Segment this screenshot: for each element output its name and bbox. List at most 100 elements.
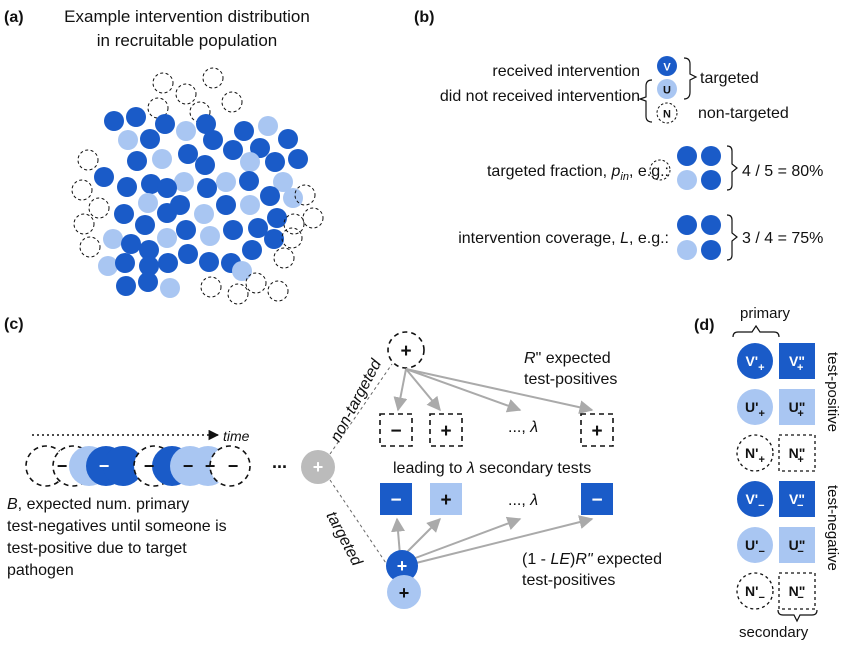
not-received-intervention-label: did not received intervention (440, 88, 640, 105)
population-dot-received-59 (264, 229, 284, 249)
panel-c: (c) time − − − − − − ... B, expected num… (4, 316, 662, 609)
sec-nt-plus-box (429, 413, 463, 447)
d-u-minus-box-text: U"− (789, 537, 806, 558)
population-dot-not-received-77 (232, 261, 252, 281)
seq-minus-3: − (144, 456, 155, 476)
population-dot-not-received-12 (258, 116, 278, 136)
targeted-fraction-brace (726, 145, 738, 191)
population-dot-non-targeted-80 (267, 280, 289, 302)
d-n-plus-box (778, 434, 816, 472)
population-dot-not-received-39 (138, 193, 158, 213)
lower-lambda: ..., λ (508, 492, 538, 509)
gray-positive-circle (301, 450, 335, 484)
seq-circle-10 (209, 445, 251, 487)
population-dot-non-targeted-4 (221, 91, 243, 113)
population-dot-received-70 (199, 252, 219, 272)
targeted-fraction-text: targeted fraction, pin, e.g.: (487, 163, 669, 183)
d-v-minus-box (779, 481, 815, 517)
targeted-label: targeted (700, 70, 759, 87)
panel-a: (a) Example intervention distribution in… (4, 7, 324, 305)
population-dot-non-targeted-55 (302, 207, 324, 229)
population-dot-not-received-32 (273, 172, 293, 192)
d-u-plus-box (779, 389, 815, 425)
sec-t-minus-box-2 (581, 483, 613, 515)
non-targeted-primary-plus: + (400, 341, 411, 362)
d-n-plus-circle (736, 434, 774, 472)
targeted-fraction-result: 4 / 5 = 80% (742, 163, 823, 180)
targeted-brace (683, 57, 698, 100)
population-dot-received-73 (116, 276, 136, 296)
population-dot-non-targeted-49 (283, 213, 305, 235)
population-dot-non-targeted-19 (77, 149, 99, 171)
population-dot-received-61 (121, 234, 141, 254)
coverage-v-circle-1 (677, 215, 697, 235)
population-dot-received-8 (155, 114, 175, 134)
example-v-circle-1 (677, 146, 697, 166)
population-dot-received-64 (242, 240, 262, 260)
population-dot-non-targeted-0 (152, 72, 174, 94)
d-n-minus-box (778, 572, 816, 610)
panel-b-label: (b) (414, 9, 434, 26)
example-v-circle-2 (701, 146, 721, 166)
population-dot-received-15 (203, 130, 223, 150)
b-description-line4: pathogen (7, 562, 74, 579)
population-dot-received-53 (223, 220, 243, 240)
b-description-line2: test-negatives until someone is (7, 518, 227, 535)
sec-nt-plus-2: + (591, 421, 602, 442)
seq-minus-5: − (205, 456, 216, 476)
b-description-line3: test-positive due to target (7, 540, 187, 557)
non-targeted-label: non-targeted (698, 105, 789, 122)
population-dot-received-68 (139, 256, 159, 276)
population-dot-not-received-29 (174, 172, 194, 192)
le-expected-line2: test-positives (522, 572, 615, 589)
population-dot-received-22 (178, 144, 198, 164)
arrow-down-4 (411, 515, 594, 565)
arrow-up-4 (405, 368, 594, 415)
sec-nt-plus-box-2 (580, 413, 614, 447)
population-dot-non-targeted-72 (273, 247, 295, 269)
panel-b: (b) received intervention did not receiv… (414, 9, 823, 261)
population-dot-non-targeted-5 (189, 101, 211, 123)
leading-to-label: leading to λ secondary tests (393, 460, 591, 477)
population-dot-received-69 (158, 253, 178, 273)
targeted-branch-label: targeted (322, 509, 365, 570)
population-dot-not-received-24 (240, 152, 260, 172)
population-dot-not-received-75 (160, 278, 180, 298)
population-dot-received-28 (141, 174, 161, 194)
branch-targeted (329, 479, 393, 573)
branch-non-targeted (329, 363, 393, 455)
d-n-plus-box-text: N"+ (789, 445, 806, 466)
population-dot-received-63 (178, 244, 198, 264)
received-intervention-label: received intervention (492, 63, 640, 80)
sec-t-minus-2: − (591, 490, 602, 511)
population-dot-not-received-58 (200, 226, 220, 246)
population-dot-received-41 (216, 195, 236, 215)
b-description-line1: B, expected num. primary (7, 496, 189, 513)
population-dot-not-received-57 (157, 228, 177, 248)
population-dot-received-74 (138, 272, 158, 292)
d-u-plus-circle (737, 389, 773, 425)
example-n-circle (649, 159, 671, 181)
legend-u-circle (657, 79, 677, 99)
seq-minus-2: − (99, 456, 110, 476)
upper-lambda: ..., λ (508, 419, 538, 436)
population-dot-received-6 (104, 111, 124, 131)
arrow-down-3 (409, 516, 522, 561)
sec-t-minus-box (380, 483, 412, 515)
sec-t-plus-box (430, 483, 462, 515)
population-dot-received-37 (260, 186, 280, 206)
sec-nt-minus: − (390, 421, 401, 442)
population-dot-not-received-38 (283, 188, 303, 208)
population-dot-not-received-66 (98, 256, 118, 276)
arrow-down-1 (391, 517, 406, 556)
population-dot-received-27 (94, 167, 114, 187)
coverage-u-circle (677, 240, 697, 260)
legend-n-circle (656, 102, 678, 124)
population-dot-not-received-21 (152, 149, 172, 169)
population-dot-non-targeted-33 (71, 179, 93, 201)
r-expected-line1: R" expected (524, 350, 611, 367)
population-dot-received-16 (223, 140, 243, 160)
coverage-v-circle-3 (701, 240, 721, 260)
d-v-minus-circle (737, 481, 773, 517)
population-dot-non-targeted-60 (281, 227, 303, 249)
